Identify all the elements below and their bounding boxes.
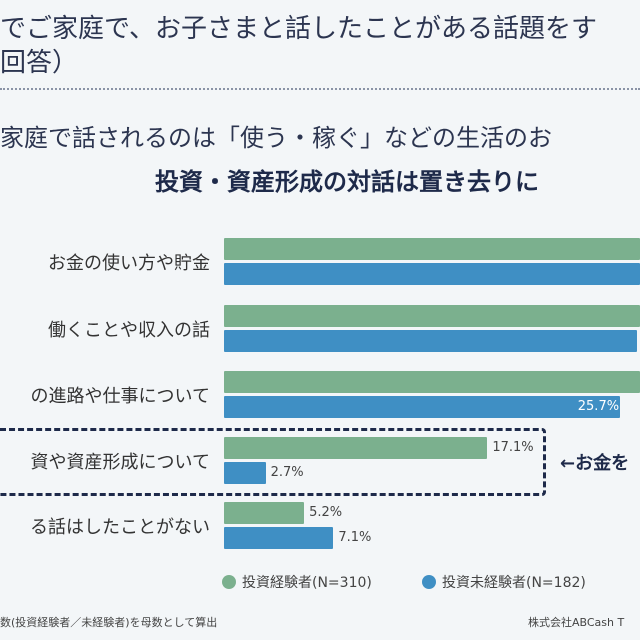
- data-label: 2.7%: [270, 465, 304, 480]
- data-label: 5.2%: [309, 505, 343, 520]
- bar-experienced: [224, 305, 640, 327]
- data-label: 17.1%: [492, 440, 534, 455]
- data-label: 7.1%: [338, 530, 372, 545]
- chart-title-line1: でご家庭で、お子さまと話したことがある話題をす: [0, 14, 597, 44]
- legend-label: 投資経験者(N=310): [242, 575, 372, 591]
- bar-experienced: [224, 238, 640, 260]
- divider: [0, 88, 640, 90]
- bar-experienced: [224, 502, 305, 524]
- highlight-box: [0, 428, 546, 496]
- category-label: 資や資産形成について: [30, 452, 210, 473]
- annotation: ←お金を: [560, 453, 630, 474]
- category-label: る話はしたことがない: [30, 517, 210, 538]
- credit: 株式会社ABCash T: [528, 616, 625, 629]
- subtitle-line1: 家庭で話されるのは「使う・稼ぐ」などの生活のお: [0, 124, 552, 152]
- legend-dot-icon: [422, 575, 436, 589]
- category-label: の進路や仕事について: [30, 386, 210, 407]
- bar-inexperienced: [224, 396, 620, 418]
- legend-dot-icon: [222, 575, 236, 589]
- legend-label: 投資未経験者(N=182): [442, 575, 586, 591]
- bar-experienced: [224, 371, 640, 393]
- bar-inexperienced: [224, 462, 266, 484]
- legend-item-inexperienced: 投資未経験者(N=182): [422, 572, 586, 592]
- bar-inexperienced: [224, 527, 334, 549]
- footnote: 数(投資経験者／未経験者)を母数として算出: [0, 616, 218, 629]
- bar-experienced: [224, 437, 488, 459]
- chart-title-line2: 回答）: [0, 48, 79, 78]
- bar-inexperienced: [224, 263, 640, 285]
- subtitle-line2: 投資・資産形成の対話は置き去りに: [155, 168, 539, 196]
- category-label: 働くことや収入の話: [48, 320, 210, 341]
- data-label: 25.7%: [577, 399, 620, 414]
- category-label: お金の使い方や貯金: [48, 253, 210, 274]
- bar-inexperienced: [224, 330, 637, 352]
- legend-item-experienced: 投資経験者(N=310): [222, 572, 372, 592]
